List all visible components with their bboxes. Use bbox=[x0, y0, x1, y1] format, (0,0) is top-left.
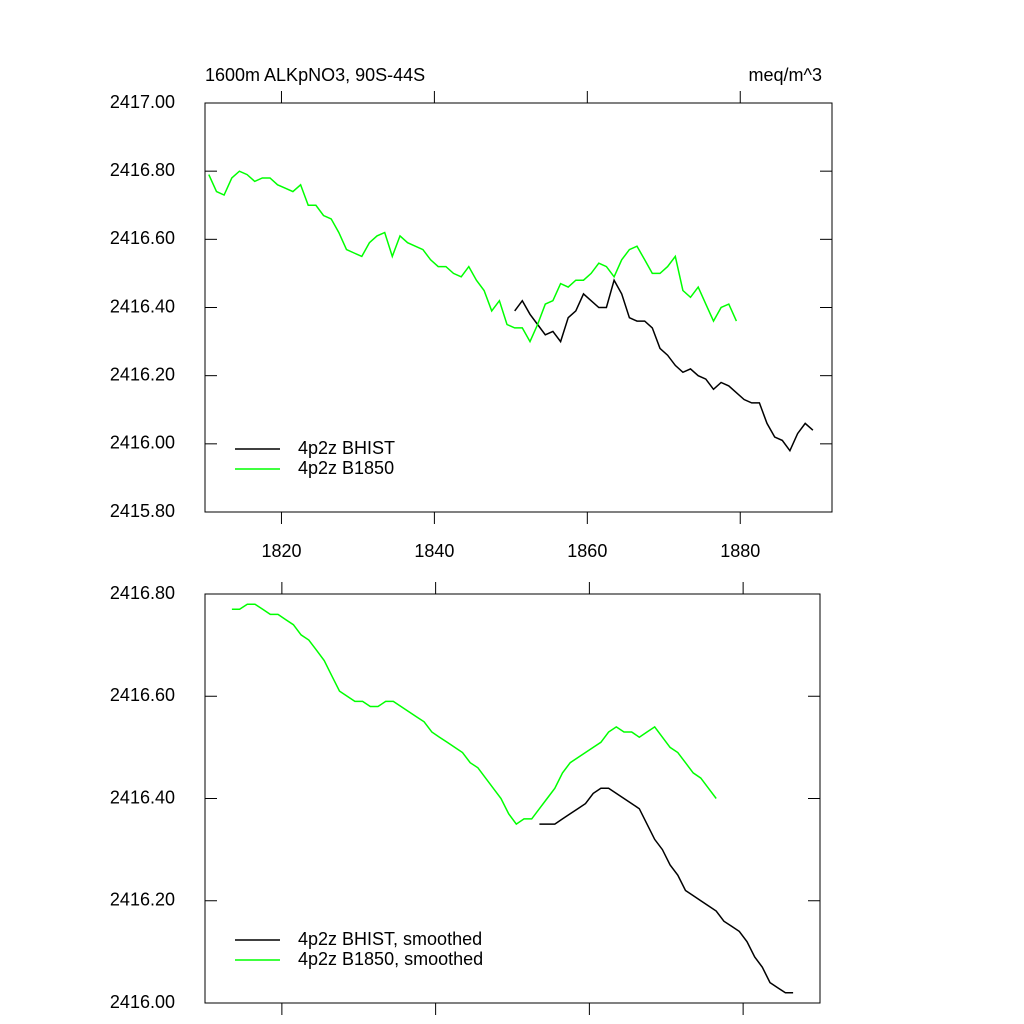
y-tick-label: 2416.60 bbox=[110, 685, 175, 705]
legend-label: 4p2z BHIST bbox=[298, 438, 395, 458]
y-tick-label: 2417.00 bbox=[110, 92, 175, 112]
y-tick-label: 2416.00 bbox=[110, 433, 175, 453]
y-tick-label: 2416.40 bbox=[110, 296, 175, 316]
y-tick-label: 2416.20 bbox=[110, 364, 175, 384]
legend-label: 4p2z B1850, smoothed bbox=[298, 949, 483, 969]
y-tick-label: 2415.80 bbox=[110, 501, 175, 521]
y-tick-label: 2416.00 bbox=[110, 992, 175, 1012]
legend-label: 4p2z B1850 bbox=[298, 458, 394, 478]
series-line bbox=[539, 787, 794, 994]
series-line bbox=[514, 278, 814, 453]
y-tick-label: 2416.20 bbox=[110, 890, 175, 910]
units-label: meq/m^3 bbox=[749, 65, 822, 85]
x-tick-label: 1820 bbox=[261, 541, 301, 561]
x-tick-label: 1880 bbox=[720, 541, 760, 561]
x-tick-label: 1860 bbox=[567, 541, 607, 561]
series-line bbox=[231, 603, 717, 826]
y-tick-label: 2416.80 bbox=[110, 583, 175, 603]
legend-label: 4p2z BHIST, smoothed bbox=[298, 929, 482, 949]
y-tick-label: 2416.60 bbox=[110, 228, 175, 248]
x-tick-label: 1840 bbox=[414, 541, 454, 561]
y-tick-label: 2416.80 bbox=[110, 160, 175, 180]
chart-title: 1600m ALKpNO3, 90S-44S bbox=[205, 65, 425, 85]
y-tick-label: 2416.40 bbox=[110, 787, 175, 807]
series-line bbox=[208, 170, 738, 344]
